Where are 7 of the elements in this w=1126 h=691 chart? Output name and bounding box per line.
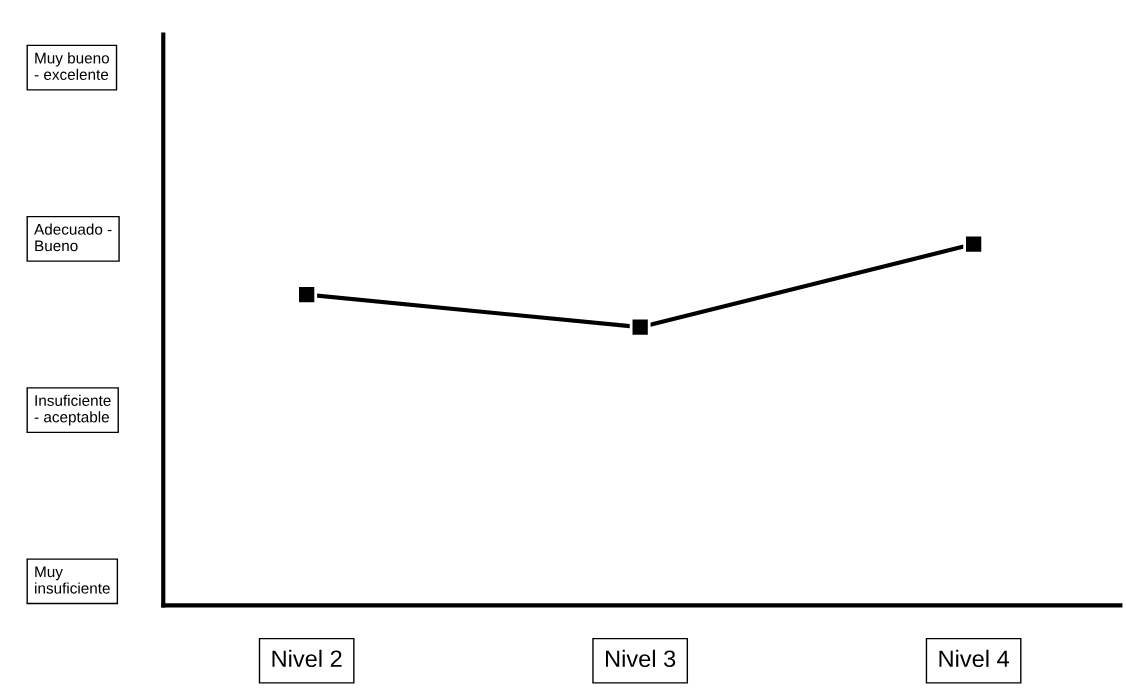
x-tick-label: Nivel 2 xyxy=(272,649,342,668)
text: Insuficiente - aceptable xyxy=(34,394,111,426)
x-tick-label: Nivel 4 xyxy=(939,649,1010,668)
x-tick-label: Nivel 3 xyxy=(606,649,676,668)
text: Muy insuficiente xyxy=(35,566,110,594)
text: Muy bueno - excelente xyxy=(34,52,110,80)
text: Adecuado - Bueno xyxy=(34,223,112,252)
